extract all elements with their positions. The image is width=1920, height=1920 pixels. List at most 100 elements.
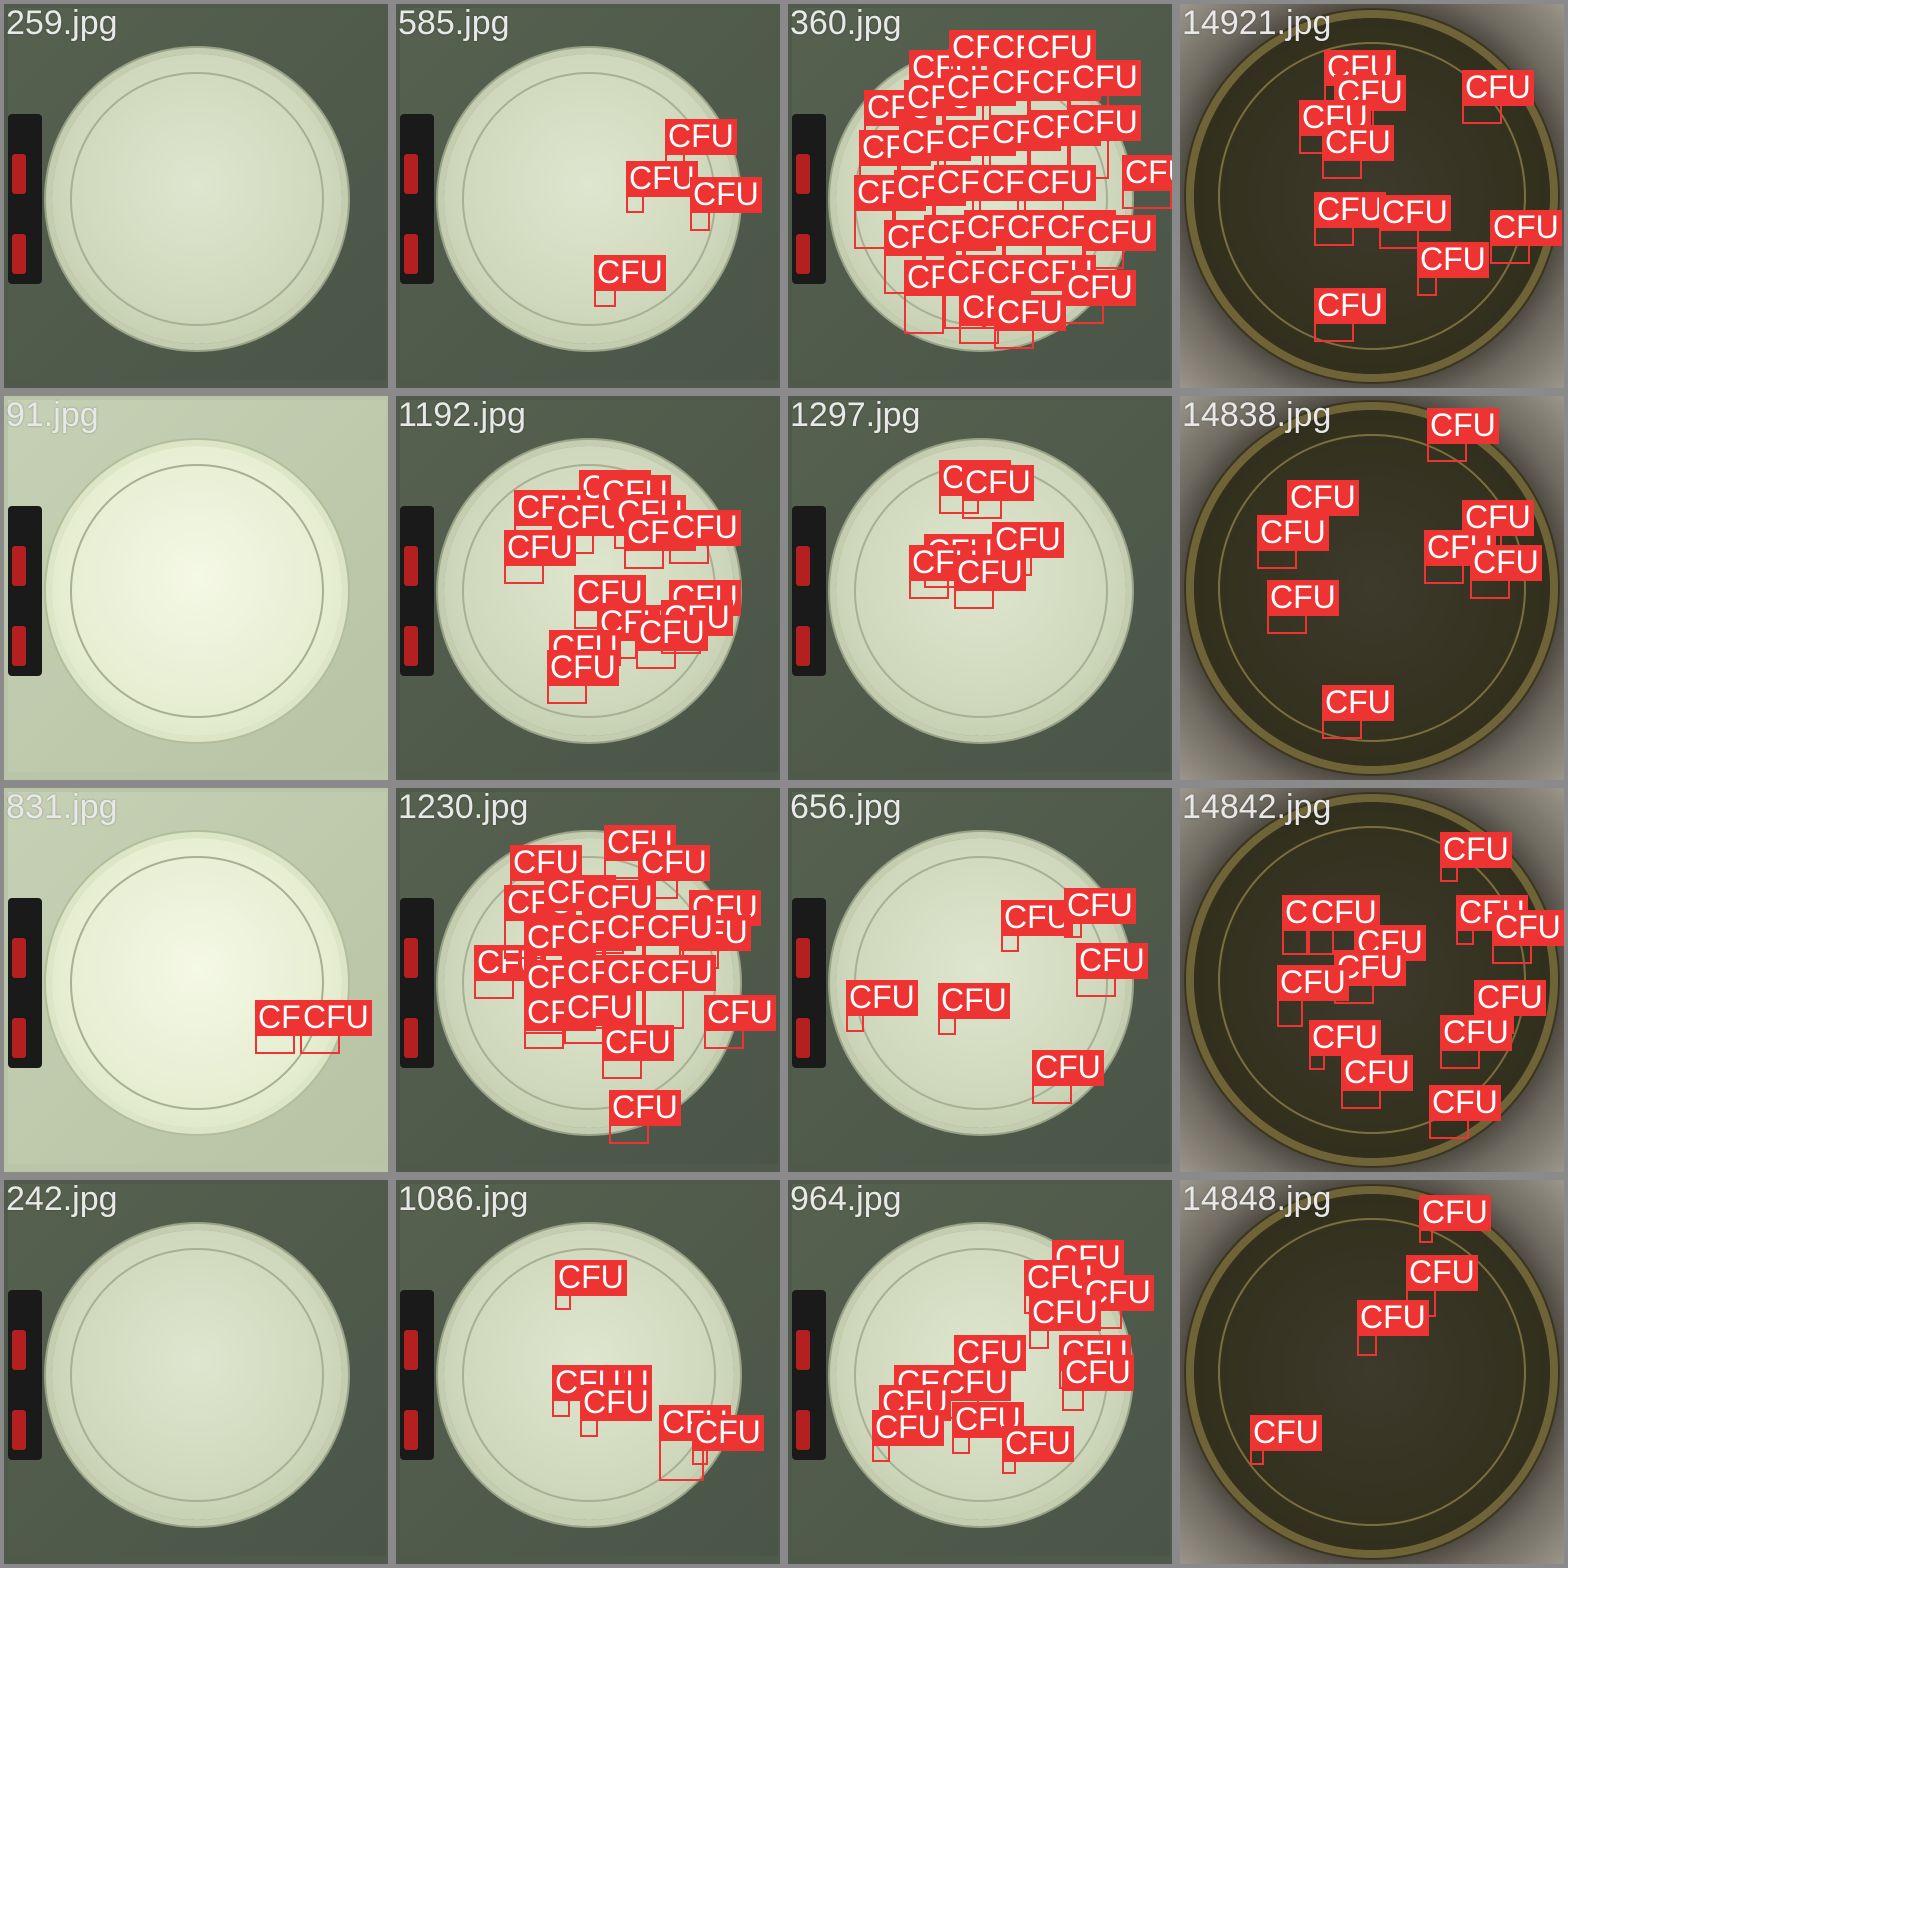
image-tile: 242.jpg xyxy=(0,1176,392,1568)
cfu-detection-box: CFU xyxy=(1299,100,1371,154)
cfu-detection-box: CFU xyxy=(1267,580,1339,634)
cfu-detection-box: CFU xyxy=(1032,1050,1104,1104)
image-filename: 1297.jpg xyxy=(790,396,921,434)
cfu-label: CFU xyxy=(638,845,710,881)
cfu-detection-box: CFU xyxy=(959,290,1031,344)
cfu-detection-box: CFU xyxy=(1456,895,1528,945)
cfu-detection-box: CFU xyxy=(1282,895,1354,955)
cfu-detection-box: CFU xyxy=(1440,1015,1512,1069)
cfu-label: CFU xyxy=(1084,215,1156,251)
cfu-detection-box: CFU xyxy=(644,955,716,1029)
cfu-label: CFU xyxy=(1002,1426,1074,1462)
petri-dish xyxy=(52,1230,342,1520)
image-filename: 14921.jpg xyxy=(1182,4,1332,42)
cfu-detection-box: CFU xyxy=(954,555,1026,609)
cfu-detection-box: CFU xyxy=(1334,950,1406,1004)
cfu-detection-box: CFU xyxy=(992,522,1064,576)
image-tile: 585.jpg CFU CFU CFU CFU xyxy=(392,0,784,392)
cfu-detection-box: CFU xyxy=(1029,1295,1101,1349)
cfu-label: CFU xyxy=(1334,950,1406,986)
cfu-detection-box: CFU xyxy=(1314,288,1386,342)
cfu-label: CFU xyxy=(1440,832,1512,868)
cfu-label: CFU xyxy=(1267,580,1339,616)
cfu-detection-box: CFU xyxy=(636,615,708,669)
cfu-detection-box: CFU xyxy=(1341,1055,1413,1109)
cfu-detection-box: CFU xyxy=(909,545,981,599)
cfu-label: CFU xyxy=(1076,943,1148,979)
image-tile: 831.jpg CFU CFU xyxy=(0,784,392,1176)
cfu-detection-box: CFU xyxy=(690,177,762,231)
plate-holder-clamp xyxy=(792,114,826,284)
image-filename: 259.jpg xyxy=(6,4,118,42)
cfu-label: CFU xyxy=(1429,1085,1501,1121)
image-filename: 14838.jpg xyxy=(1182,396,1332,434)
cfu-label: CFU xyxy=(1064,888,1136,924)
cfu-label: CFU xyxy=(846,980,918,1016)
image-tile: 656.jpg CFU CFU CFU CFU CFU CFU xyxy=(784,784,1176,1176)
image-filename: 964.jpg xyxy=(790,1180,902,1218)
cfu-detection-box: CFU xyxy=(1490,210,1562,264)
cfu-detection-box: CFU xyxy=(638,845,710,899)
cfu-label: CFU xyxy=(1122,155,1172,191)
cfu-detection-box: CFU xyxy=(692,1415,764,1465)
cfu-label: CFU xyxy=(1024,165,1096,201)
cfu-detection-box: CFU xyxy=(626,161,698,213)
plate-holder-clamp xyxy=(792,1290,826,1460)
cfu-label: CFU xyxy=(872,1410,944,1446)
cfu-label: CFU xyxy=(992,522,1064,558)
cfu-label: CFU xyxy=(602,1025,674,1061)
image-tile: 360.jpg CFU CFU CFU CFU CFU CFU CFU CFU CFU CFU CFU… xyxy=(784,0,1176,392)
cfu-detection-box: CFU xyxy=(1419,1195,1491,1243)
cfu-label: CFU xyxy=(939,1365,1011,1401)
plate-holder-clamp xyxy=(400,1290,434,1460)
plate-holder-clamp xyxy=(400,114,434,284)
cfu-label: CFU xyxy=(1314,192,1386,228)
cfu-detection-box: CFU xyxy=(1064,270,1136,324)
cfu-label: CFU xyxy=(564,990,636,1026)
image-filename: 656.jpg xyxy=(790,788,902,826)
image-filename: 1086.jpg xyxy=(398,1180,529,1218)
cfu-label: CFU xyxy=(1462,500,1534,536)
image-filename: 14842.jpg xyxy=(1182,788,1332,826)
cfu-label: CFU xyxy=(1308,895,1380,931)
cfu-detection-box: CFU xyxy=(644,910,716,984)
cfu-detection-box: CFU xyxy=(1024,165,1096,239)
cfu-label: CFU xyxy=(1032,1050,1104,1086)
cfu-label: CFU xyxy=(962,465,1034,501)
petri-dish xyxy=(52,54,342,344)
petri-dish xyxy=(1194,1194,1550,1550)
image-tile: 1192.jpg CFU CFU CFU CFU CFU CFU CFU CFU CFU CFU CF… xyxy=(392,392,784,784)
plate-holder-clamp xyxy=(792,898,826,1068)
cfu-label: CFU xyxy=(609,1090,681,1126)
cfu-label: CFU xyxy=(636,615,708,651)
cfu-label: CFU xyxy=(938,983,1010,1019)
plate-holder-clamp xyxy=(8,506,42,676)
cfu-label: CFU xyxy=(1427,408,1499,444)
image-filename: 91.jpg xyxy=(6,396,99,434)
cfu-label: CFU xyxy=(626,161,698,197)
cfu-detection-box: CFU xyxy=(1492,910,1564,964)
cfu-label: CFU xyxy=(1257,515,1329,551)
image-filename: 831.jpg xyxy=(6,788,118,826)
image-filename: 14848.jpg xyxy=(1182,1180,1332,1218)
cfu-label: CFU xyxy=(1322,125,1394,161)
cfu-detection-box: CFU xyxy=(1257,515,1329,569)
petri-dish xyxy=(52,838,342,1128)
cfu-detection-box: CFU xyxy=(1322,685,1394,739)
image-tile: 14838.jpg CFU CFU CFU CFU CFU CFU CFU CFU xyxy=(1176,392,1568,784)
cfu-detection-box: CFU xyxy=(1064,888,1136,938)
image-tile: 964.jpg CFU CFU CFU CFU CFU CFU CFU CFU CFU CFU CFU… xyxy=(784,1176,1176,1568)
cfu-label: CFU xyxy=(1417,242,1489,278)
cfu-detection-box: CFU xyxy=(1462,500,1534,554)
petri-dish xyxy=(52,446,342,736)
cfu-detection-box: CFU xyxy=(1001,900,1073,952)
cfu-detection-box: CFU xyxy=(846,980,918,1032)
cfu-label: CFU xyxy=(555,1260,627,1296)
cfu-label: CFU xyxy=(669,510,741,546)
plate-holder-clamp xyxy=(792,506,826,676)
cfu-detection-box: CFU xyxy=(594,255,666,307)
cfu-label: CFU xyxy=(644,910,716,946)
image-tile: 1230.jpg CFU CFU CFU CFU CFU CFU CFU CFU CFU CFU CF… xyxy=(392,784,784,1176)
cfu-detection-box: CFU xyxy=(624,515,696,569)
